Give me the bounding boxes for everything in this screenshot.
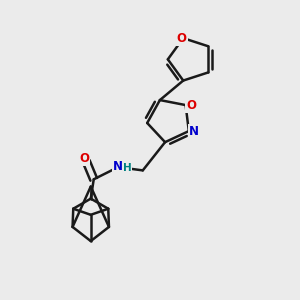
Text: O: O: [79, 152, 89, 165]
Text: O: O: [177, 32, 187, 45]
Text: H: H: [123, 163, 131, 173]
Text: N: N: [113, 160, 123, 173]
Text: O: O: [186, 99, 196, 112]
Text: N: N: [189, 124, 199, 138]
